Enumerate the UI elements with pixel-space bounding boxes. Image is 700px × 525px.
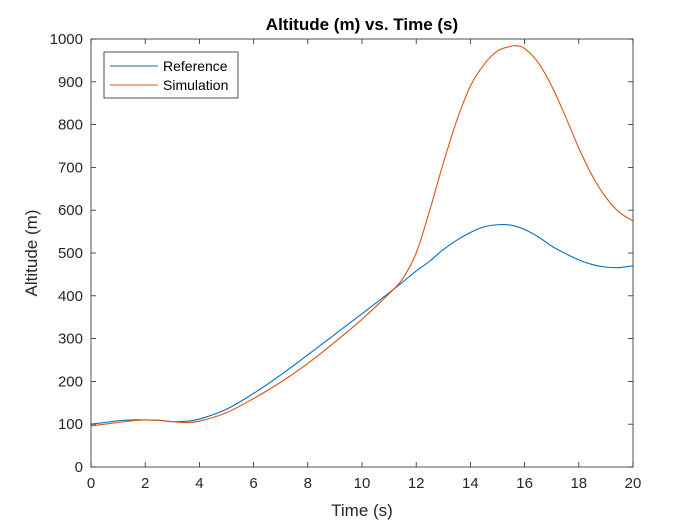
x-tick-label: 10 (354, 475, 371, 492)
x-tick-label: 20 (625, 475, 642, 492)
x-axis-title: Time (s) (331, 501, 393, 520)
legend-label-reference: Reference (163, 58, 228, 74)
y-tick-label: 0 (75, 459, 83, 476)
x-tick-label: 8 (304, 475, 312, 492)
x-tick-label: 16 (516, 475, 533, 492)
y-tick-label: 800 (58, 117, 83, 134)
x-tick-label: 12 (408, 475, 425, 492)
y-tick-label: 700 (58, 159, 83, 176)
x-tick-label: 0 (87, 475, 95, 492)
y-tick-label: 400 (58, 288, 83, 305)
y-axis-title: Altitude (m) (22, 210, 41, 297)
plot-background (91, 39, 633, 467)
chart-title: Altitude (m) vs. Time (s) (266, 15, 458, 34)
y-tick-label: 200 (58, 373, 83, 390)
plot-area (91, 39, 633, 467)
y-tick-label: 600 (58, 202, 83, 219)
axes-layer: 0 2 4 6 8 10 12 14 16 18 2001002003004005006007008… (50, 31, 642, 492)
y-tick-label: 300 (58, 331, 83, 348)
x-tick-label: 6 (249, 475, 257, 492)
x-tick-label: 14 (462, 475, 479, 492)
x-tick-label: 18 (570, 475, 587, 492)
series-layer (90, 45, 634, 427)
x-tick-label: 2 (141, 475, 149, 492)
y-tick-label: 100 (58, 416, 83, 433)
y-tick-label: 1000 (50, 31, 83, 48)
y-tick-label: 900 (58, 74, 83, 91)
legend-box (103, 51, 239, 99)
legend-label-simulation: Simulation (163, 77, 228, 93)
legend: Reference Simulation (103, 51, 239, 99)
y-tick-label: 500 (58, 245, 83, 262)
x-tick-label: 4 (195, 475, 203, 492)
series-line-simulation (90, 45, 634, 427)
